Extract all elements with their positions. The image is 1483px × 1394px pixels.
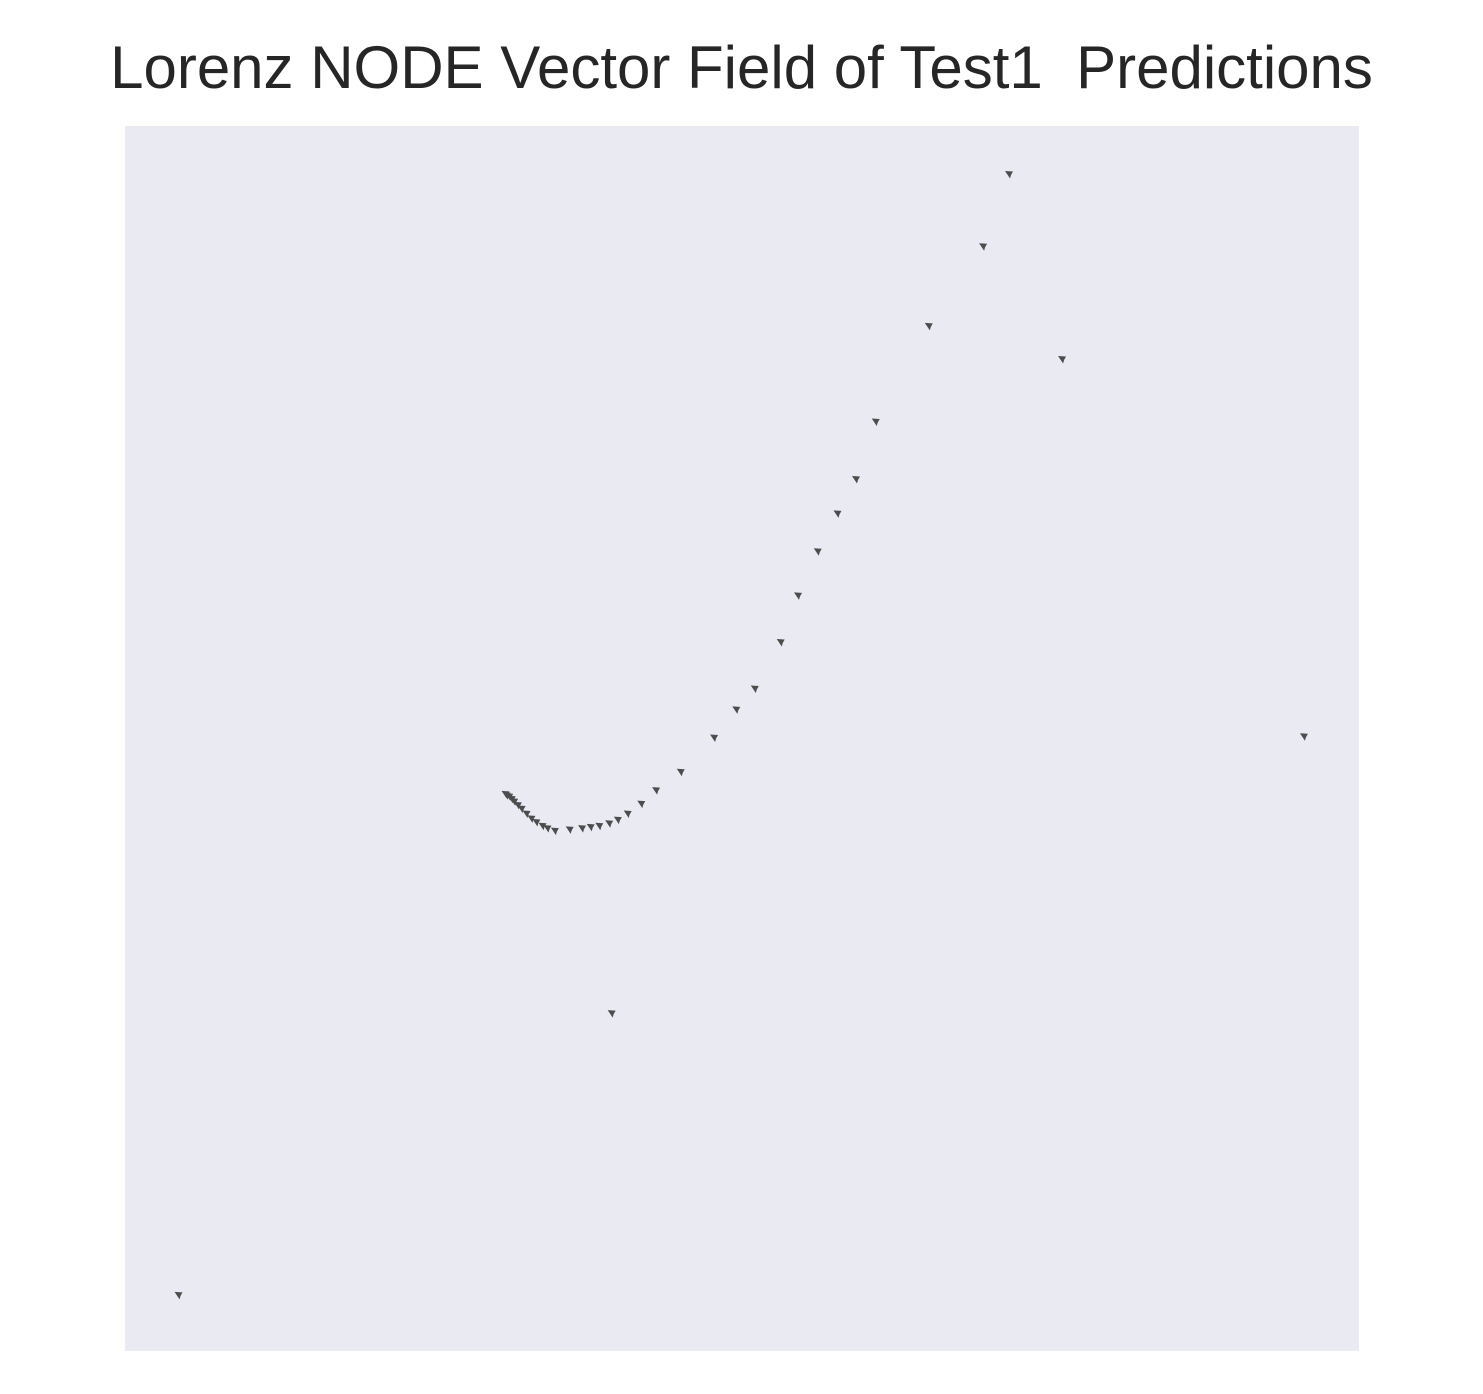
vector-arrow-10 [813,548,822,556]
vector-arrow-19 [623,810,632,818]
vector-arrow-27 [543,825,552,833]
vector-arrow-4 [1005,171,1014,179]
vector-arrow-23 [586,823,595,832]
vector-arrow-31 [522,810,531,818]
vector-arrow-6 [924,322,933,331]
plot-area [125,126,1359,1351]
vector-arrow-29 [532,819,541,827]
vector-arrow-30 [527,815,536,823]
arrow-layer [174,171,1308,1300]
vector-arrow-1 [607,1010,616,1018]
vector-arrow-26 [550,827,559,836]
vector-arrow-20 [613,816,622,825]
vector-arrow-8 [851,476,860,484]
vector-arrow-3 [1058,355,1067,364]
vector-arrow-25 [565,826,574,834]
vector-arrow-16 [676,768,685,777]
vector-arrow-15 [710,734,719,742]
vector-arrow-17 [652,787,661,795]
vector-arrow-28 [538,822,547,831]
vector-arrow-11 [793,592,802,600]
vector-arrow-2 [1299,733,1308,741]
vector-arrow-13 [750,685,759,693]
vector-arrow-14 [732,706,741,714]
vector-arrow-0 [174,1291,183,1300]
vector-arrow-33 [513,801,522,810]
vector-arrow-32 [517,805,526,814]
vector-arrow-24 [578,825,587,833]
vector-arrow-7 [871,418,880,426]
vector-arrow-9 [833,510,842,518]
vector-arrow-12 [776,638,785,647]
vector-arrow-21 [605,820,614,828]
vector-arrow-5 [979,243,988,251]
chart-title: Lorenz NODE Vector Field of Test1 Predic… [110,34,1373,101]
vector-arrow-22 [595,822,604,831]
vector-arrow-38 [501,790,510,799]
vector-arrow-18 [637,800,646,809]
